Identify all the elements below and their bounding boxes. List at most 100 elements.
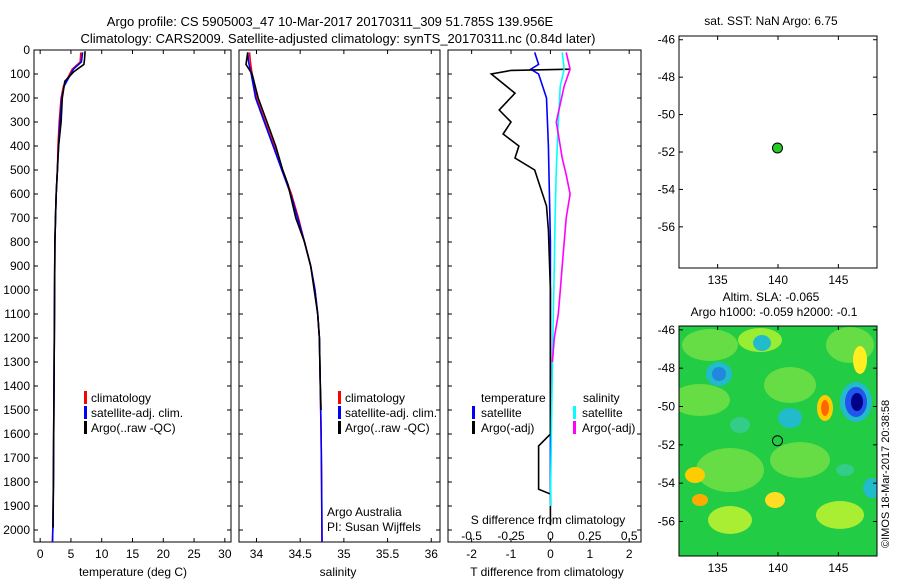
series-line-satellite bbox=[529, 52, 552, 506]
argo-location-point bbox=[771, 142, 783, 154]
x-tick-label: 10 bbox=[95, 547, 109, 561]
sla-patch bbox=[821, 400, 829, 416]
depth-tick-label: 1200 bbox=[3, 331, 30, 345]
lon-tick-label: 140 bbox=[768, 273, 788, 287]
depth-tick-label: 1800 bbox=[3, 475, 30, 489]
lon-tick-label: 145 bbox=[828, 273, 848, 287]
temperature-panel: 0 5 10 15 20 25 300100200300400500600700800900… bbox=[3, 43, 232, 579]
sla-patch bbox=[685, 467, 705, 483]
depth-tick-label: 2000 bbox=[3, 523, 30, 537]
depth-tick-label: 500 bbox=[10, 163, 30, 177]
x-tick-label: -2 bbox=[466, 547, 477, 561]
depth-tick-label: 1000 bbox=[3, 283, 30, 297]
lat-tick-label: -48 bbox=[658, 361, 676, 375]
lat-tick-label: -50 bbox=[658, 400, 676, 414]
x-tick-label: 34.5 bbox=[288, 547, 312, 561]
sla-patch bbox=[836, 464, 854, 476]
sla-patch bbox=[851, 393, 863, 411]
depth-tick-label: 100 bbox=[10, 67, 30, 81]
sst-map-title: sat. SST: NaN Argo: 6.75 bbox=[704, 14, 838, 28]
x-tick-label: 36 bbox=[425, 547, 439, 561]
legend-t-satellite-label: satellite bbox=[481, 406, 522, 420]
difference-plot-frame bbox=[447, 49, 642, 543]
sst-map-panel: sat. SST: NaN Argo: 6.75 135 140 145 -46 -48… bbox=[658, 14, 878, 287]
salinity-plot-frame bbox=[238, 49, 441, 543]
legend-s-satellite-swatch bbox=[573, 406, 576, 419]
argo-location-point bbox=[771, 435, 783, 447]
lat-tick-label: -54 bbox=[658, 476, 676, 490]
lat-tick-label: -56 bbox=[658, 515, 676, 529]
figure-title-line-1: Argo profile: CS 5905003_47 10-Mar-2017 … bbox=[107, 14, 554, 29]
difference-axes: -2 -1 0 1 2 bbox=[448, 49, 641, 561]
s-difference-ticks: -0.5 -0.25 0 0.25 0.5 bbox=[461, 529, 638, 543]
credit-text: Argo Australia bbox=[327, 505, 402, 519]
depth-tick-label: 1700 bbox=[3, 451, 30, 465]
legend-argo-swatch bbox=[338, 421, 341, 434]
difference-legend: temperature salinity satellite Argo(-adj… bbox=[472, 391, 635, 435]
legend-argo-swatch bbox=[84, 421, 87, 434]
lat-tick-label: -46 bbox=[658, 33, 676, 47]
sla-map-panel: Altim. SLA: -0.065 Argo h1000: -0.059 h2… bbox=[658, 290, 878, 575]
legend-s-satellite-label: satellite bbox=[582, 406, 623, 420]
legend-argo-label: Argo(..raw -QC) bbox=[91, 421, 176, 435]
legend-satellite-label: satellite-adj. clim. bbox=[345, 406, 437, 420]
legend-temperature-header: temperature bbox=[481, 391, 546, 405]
sla-patch bbox=[816, 501, 864, 529]
legend-climatology-swatch bbox=[84, 391, 87, 404]
legend-satellite-swatch bbox=[84, 406, 87, 419]
temperature-lines bbox=[51, 51, 86, 543]
pi-text: PI: Susan Wijffels bbox=[327, 520, 421, 534]
depth-tick-label: 1600 bbox=[3, 427, 30, 441]
x-tick-label: -1 bbox=[506, 547, 517, 561]
depth-tick-label: 600 bbox=[10, 187, 30, 201]
sla-patch bbox=[764, 367, 816, 403]
legend-climatology-label: climatology bbox=[91, 391, 151, 405]
depth-tick-label: 800 bbox=[10, 235, 30, 249]
legend-climatology-swatch bbox=[338, 391, 341, 404]
depth-tick-label: 1100 bbox=[4, 307, 30, 321]
lon-tick-label: 135 bbox=[708, 561, 728, 575]
salinity-panel: 34 34.5 35 35.5 36 salinity climatology sate… bbox=[238, 49, 441, 579]
salinity-xlabel: salinity bbox=[320, 565, 357, 579]
series-line-argo-raw-qc bbox=[52, 51, 86, 528]
sla-patch bbox=[708, 506, 752, 534]
sst-map-points bbox=[771, 142, 783, 154]
temperature-axes: 0 5 10 15 20 25 300100200300400500600700800900… bbox=[3, 43, 232, 561]
difference-lines bbox=[489, 52, 571, 526]
lon-tick-label: 135 bbox=[708, 273, 728, 287]
x-tick-label: 5 bbox=[68, 547, 75, 561]
x-tick-label: 0 bbox=[547, 547, 554, 561]
temperature-legend: climatology satellite-adj. clim. Argo(..… bbox=[84, 391, 183, 435]
legend-s-argo-swatch bbox=[573, 421, 576, 434]
x-tick-label: 34 bbox=[250, 547, 264, 561]
x-tick-label: 0 bbox=[37, 547, 44, 561]
depth-tick-label: 200 bbox=[10, 91, 30, 105]
sst-map-axes: 135 140 145 -46 -48 -50 -52 -54 -56 bbox=[658, 33, 877, 287]
t-difference-xlabel: T difference from climatology bbox=[470, 565, 624, 579]
s-difference-tick-label: 0.25 bbox=[578, 529, 602, 543]
depth-tick-label: 1300 bbox=[3, 355, 30, 369]
lat-tick-label: -52 bbox=[658, 145, 676, 159]
legend-satellite-swatch bbox=[338, 406, 341, 419]
sla-patch bbox=[696, 448, 764, 492]
x-tick-label: 35 bbox=[337, 547, 351, 561]
sla-patch bbox=[692, 494, 708, 506]
lon-tick-label: 140 bbox=[768, 561, 788, 575]
sla-patch bbox=[765, 492, 785, 508]
depth-tick-label: 300 bbox=[10, 115, 30, 129]
legend-climatology-label: climatology bbox=[345, 391, 405, 405]
sla-heatmap bbox=[679, 326, 877, 556]
legend-t-argo-swatch bbox=[472, 421, 475, 434]
legend-satellite-label: satellite-adj. clim. bbox=[91, 406, 183, 420]
sla-patch bbox=[730, 417, 750, 433]
lat-tick-label: -52 bbox=[658, 438, 676, 452]
sla-map-title-line-1: Altim. SLA: -0.065 bbox=[723, 290, 820, 304]
temperature-plot-frame bbox=[33, 49, 232, 543]
imos-timestamp: ©IMOS 18-Mar-2017 20:38:58 bbox=[880, 400, 892, 548]
depth-tick-label: 1900 bbox=[3, 499, 30, 513]
legend-t-argo-label: Argo(-adj) bbox=[481, 421, 534, 435]
figure-title-line-2: Climatology: CARS2009. Satellite-adjuste… bbox=[81, 31, 596, 46]
sla-patch bbox=[753, 335, 771, 351]
depth-tick-label: 1400 bbox=[3, 379, 30, 393]
